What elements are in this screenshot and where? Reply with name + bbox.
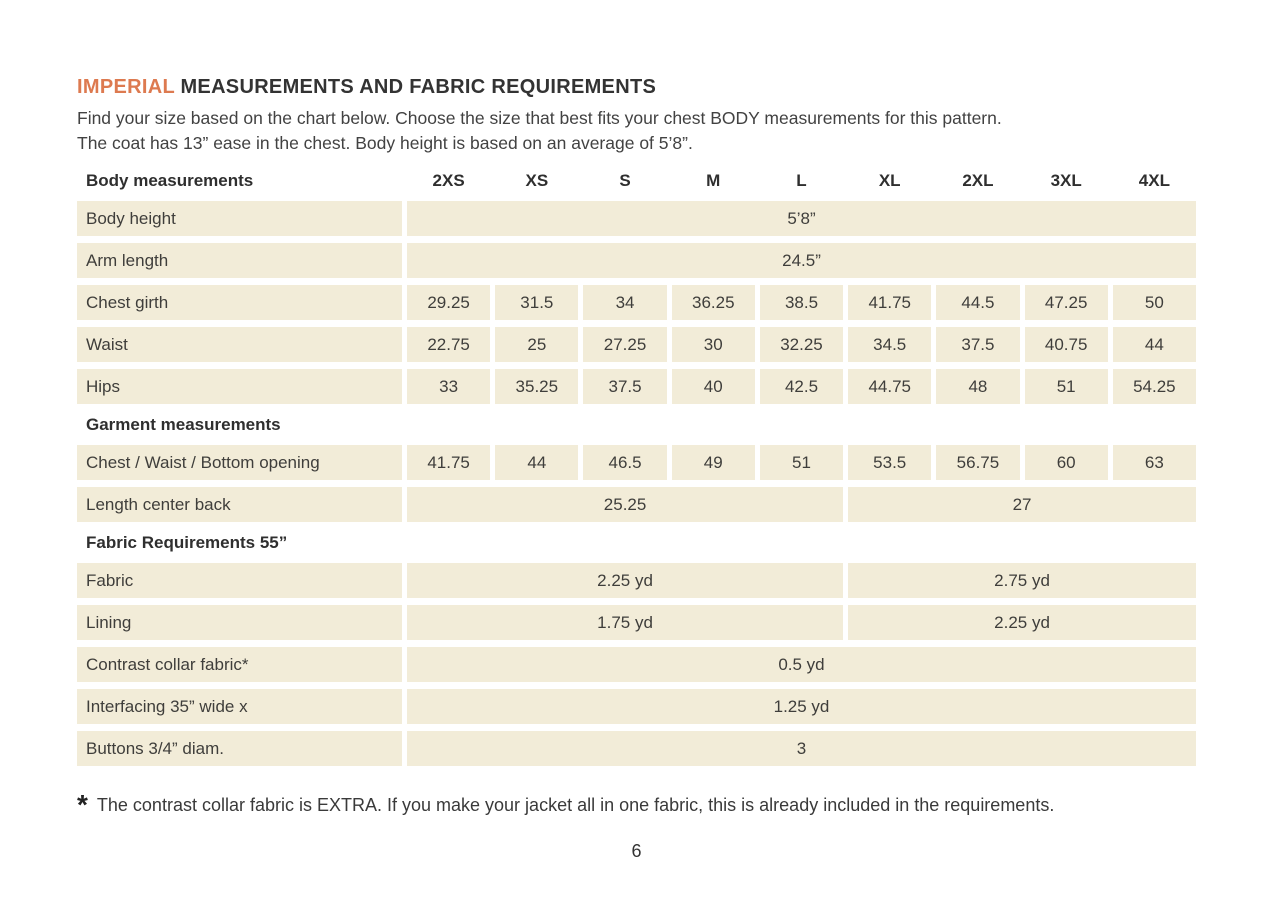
table-cell: 25 — [495, 327, 579, 362]
table-cell: 44 — [1112, 327, 1196, 362]
column-header-body-measurements: Body measurements — [86, 171, 254, 190]
row-label: Chest girth — [77, 285, 402, 320]
measurements-table: Body measurements 2XS XS S M L XL 2XL 3X… — [77, 168, 1196, 766]
table-cell: 22.75 — [407, 327, 491, 362]
table-cell: 40.75 — [1024, 327, 1108, 362]
table-cell: 63 — [1112, 445, 1196, 480]
row-label: Buttons 3/4” diam. — [77, 731, 402, 766]
table-cell: 41.75 — [407, 445, 491, 480]
table-cell: 56.75 — [936, 445, 1020, 480]
table-cell: 37.5 — [583, 369, 667, 404]
column-header-size-l: L — [796, 171, 807, 190]
row-label: Waist — [77, 327, 402, 362]
table-cell: 2.25 yd — [407, 563, 844, 598]
table-cell: 0.5 yd — [407, 647, 1196, 682]
table-cell: 38.5 — [759, 285, 844, 320]
table-cell: 2.25 yd — [848, 605, 1196, 640]
row-label: Contrast collar fabric* — [77, 647, 402, 682]
intro-line-1: Find your size based on the chart below.… — [77, 108, 1002, 128]
column-header-size-xl: XL — [878, 171, 901, 190]
asterisk-marker: * — [77, 789, 88, 820]
table-cell: 32.25 — [759, 327, 844, 362]
table-cell: 46.5 — [583, 445, 667, 480]
row-label: Body height — [77, 201, 402, 236]
table-cell: 36.25 — [671, 285, 755, 320]
table-cell: 53.5 — [848, 445, 932, 480]
table-cell: 60 — [1024, 445, 1108, 480]
page-title-highlight: IMPERIAL — [77, 76, 175, 98]
table-cell: 30 — [671, 327, 755, 362]
table-cell: 31.5 — [495, 285, 579, 320]
intro-line-2: The coat has 13” ease in the chest. Body… — [77, 132, 693, 153]
intro-paragraph: Find your size based on the chart below.… — [77, 106, 1196, 155]
row-label: Lining — [77, 605, 402, 640]
table-cell: 51 — [1024, 369, 1108, 404]
column-header-size-s: S — [619, 171, 631, 190]
table-cell: 2.75 yd — [848, 563, 1196, 598]
table-cell: 1.25 yd — [407, 689, 1196, 724]
column-header-size-2xs: 2XS — [432, 171, 465, 190]
table-cell: 29.25 — [407, 285, 491, 320]
table-cell: 40 — [671, 369, 755, 404]
page-number: 6 — [631, 841, 642, 861]
table-cell: 51 — [759, 445, 844, 480]
table-cell: 35.25 — [495, 369, 579, 404]
table-cell: 44.75 — [848, 369, 932, 404]
table-cell: 34 — [583, 285, 667, 320]
table-cell: 3 — [407, 731, 1196, 766]
footnote: * The contrast collar fabric is EXTRA. I… — [77, 789, 1196, 820]
page-title-rest: MEASUREMENTS AND FABRIC REQUIREMENTS — [174, 76, 657, 98]
column-header-size-m: M — [706, 171, 721, 190]
table-cell: 24.5” — [407, 243, 1196, 278]
row-label: Arm length — [77, 243, 402, 278]
table-cell: 44.5 — [936, 285, 1020, 320]
table-cell: 34.5 — [848, 327, 932, 362]
row-label: Length center back — [77, 487, 402, 522]
table-cell: 5’8” — [407, 201, 1196, 236]
table-cell: 25.25 — [407, 487, 844, 522]
table-cell: 54.25 — [1112, 369, 1196, 404]
table-cell: 50 — [1112, 285, 1196, 320]
row-label: Chest / Waist / Bottom opening — [77, 445, 402, 480]
page-title: IMPERIAL MEASUREMENTS AND FABRIC REQUIRE… — [77, 76, 1196, 99]
section-header-garment-measurements: Garment measurements — [86, 414, 281, 434]
table-cell: 47.25 — [1024, 285, 1108, 320]
table-cell: 42.5 — [759, 369, 844, 404]
table-cell: 27 — [848, 487, 1196, 522]
column-header-size-3xl: 3XL — [1050, 171, 1082, 190]
table-cell: 44 — [495, 445, 579, 480]
footnote-text: The contrast collar fabric is EXTRA. If … — [96, 795, 1055, 815]
column-header-size-2xl: 2XL — [962, 171, 994, 190]
table-cell: 1.75 yd — [407, 605, 844, 640]
table-cell: 41.75 — [848, 285, 932, 320]
row-label: Fabric — [77, 563, 402, 598]
table-cell: 37.5 — [936, 327, 1020, 362]
table-cell: 48 — [936, 369, 1020, 404]
section-header-fabric-requirements: Fabric Requirements 55” — [86, 532, 288, 552]
table-cell: 33 — [407, 369, 491, 404]
row-label: Hips — [77, 369, 402, 404]
table-cell: 49 — [671, 445, 755, 480]
column-header-size-xs: XS — [525, 171, 549, 190]
column-header-size-4xl: 4XL — [1138, 171, 1170, 190]
row-label: Interfacing 35” wide x — [77, 689, 402, 724]
table-cell: 27.25 — [583, 327, 667, 362]
